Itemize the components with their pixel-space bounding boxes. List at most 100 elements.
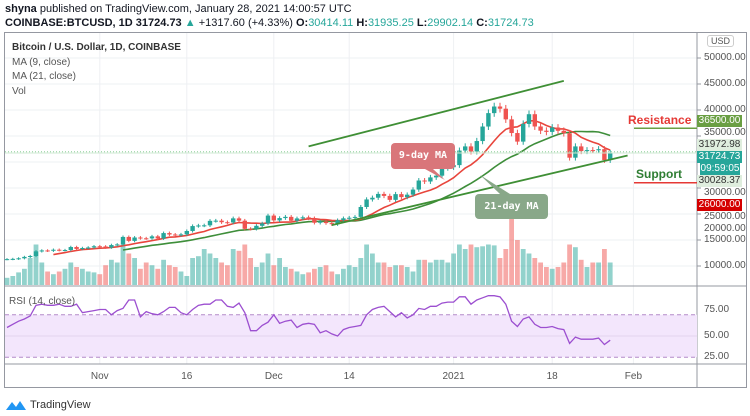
candle-body xyxy=(28,256,33,258)
candle-body xyxy=(457,150,462,166)
author[interactable]: shyna xyxy=(5,3,37,15)
candle-body xyxy=(416,180,421,190)
candle-body xyxy=(10,258,15,260)
candle-body xyxy=(202,225,207,227)
candle-body xyxy=(532,114,537,127)
candle-body xyxy=(265,215,271,224)
rsi-tick-label: 50.00 xyxy=(704,330,730,341)
ma21-callout-pointer xyxy=(480,175,510,194)
volume-bar xyxy=(486,244,491,285)
volume-bar xyxy=(555,267,561,285)
x-tick-label: 2021 xyxy=(442,371,465,382)
candle-body xyxy=(364,199,369,207)
candle-body xyxy=(579,146,584,152)
candle-body xyxy=(468,146,474,152)
volume-bar xyxy=(567,244,572,285)
volume-bar xyxy=(549,268,555,285)
currency-button[interactable]: USD xyxy=(707,35,735,47)
candle-body xyxy=(405,194,410,198)
low-label: L: xyxy=(416,17,428,29)
volume-bar xyxy=(236,250,242,285)
candle-body xyxy=(109,245,114,248)
published-text: published on TradingView.com, January 28… xyxy=(39,3,352,15)
resistance-text: Resistance xyxy=(628,113,692,127)
candle-body xyxy=(584,150,590,152)
candle-body xyxy=(242,220,247,229)
low-price-label: 30028.37 xyxy=(697,175,742,187)
candle-body xyxy=(428,177,433,182)
legend-ma21[interactable]: MA (21, close) xyxy=(12,71,76,82)
volume-bar xyxy=(468,244,474,285)
volume-bar xyxy=(428,262,433,285)
volume-bar xyxy=(445,262,451,285)
y-tick-label: 45000.00 xyxy=(704,78,746,89)
volume-bar xyxy=(515,240,520,285)
logo-text: TradingView xyxy=(30,399,91,411)
y-tick-label: 20000.00 xyxy=(704,223,746,234)
candle-body xyxy=(178,234,184,236)
legend-rsi[interactable]: RSI (14, close) xyxy=(9,296,76,307)
candle-body xyxy=(602,149,607,161)
candle-body xyxy=(51,249,56,251)
volume-bar xyxy=(207,253,213,285)
volume-bar xyxy=(596,262,601,285)
volume-bar xyxy=(503,249,509,285)
candle-body xyxy=(22,256,27,259)
candle-body xyxy=(370,197,375,200)
candle-body xyxy=(497,106,503,109)
volume-bar xyxy=(80,268,85,285)
candle-body xyxy=(138,237,143,239)
volume-bar xyxy=(474,247,480,285)
volume-bar xyxy=(416,259,422,285)
trendline-channel-lower xyxy=(331,154,628,227)
volume-bar xyxy=(439,259,445,285)
candle-body xyxy=(422,180,427,182)
volume-bar xyxy=(381,262,387,285)
candle-body xyxy=(329,223,334,225)
rsi-line xyxy=(6,295,611,346)
volume-bar xyxy=(45,271,50,285)
candle-body xyxy=(45,250,50,252)
volume-bar xyxy=(161,259,166,285)
last-price: 31724.73 xyxy=(135,17,182,29)
candle-body xyxy=(439,168,445,176)
volume-bar xyxy=(265,253,271,285)
volume-bar xyxy=(149,265,155,285)
candle-body xyxy=(144,238,149,240)
candle-body xyxy=(184,231,189,235)
volume-bar xyxy=(190,258,195,285)
legend-vol[interactable]: Vol xyxy=(12,85,26,97)
volume-bar xyxy=(178,271,184,285)
candle-body xyxy=(526,114,532,124)
volume-bar xyxy=(167,265,172,285)
candle-body xyxy=(352,216,358,218)
volume-bar xyxy=(312,268,317,285)
volume-bar xyxy=(399,265,404,285)
change: +1317.60 (+4.33%) xyxy=(198,17,293,29)
legend-ma9[interactable]: MA (9, close) xyxy=(12,56,71,68)
volume-bar xyxy=(393,265,398,285)
candle-body xyxy=(283,216,288,219)
volume-bar xyxy=(544,267,549,285)
x-tick-label: Dec xyxy=(264,371,283,382)
volume-bar xyxy=(480,246,485,285)
y-tick-label: 35000.00 xyxy=(704,127,746,138)
candle-body xyxy=(608,153,613,161)
tradingview-logo[interactable]: TradingView xyxy=(5,398,91,412)
y-tick-label: 40000.00 xyxy=(704,104,746,115)
candle-body xyxy=(410,189,416,195)
publish-info: shyna published on TradingView.com, Janu… xyxy=(5,3,352,15)
candle-body xyxy=(521,123,526,142)
candle-body xyxy=(434,175,439,178)
candle-body xyxy=(312,218,317,223)
volume-bar xyxy=(590,262,596,285)
volume-bar xyxy=(16,272,21,285)
volume-bar xyxy=(114,262,120,285)
tradingview-logo-icon xyxy=(6,401,26,410)
y-tick-label: 10000.00 xyxy=(704,260,746,271)
candle-body xyxy=(271,215,276,221)
volume-bar xyxy=(68,262,74,285)
candle-body xyxy=(381,193,387,196)
candle-body xyxy=(515,133,520,142)
